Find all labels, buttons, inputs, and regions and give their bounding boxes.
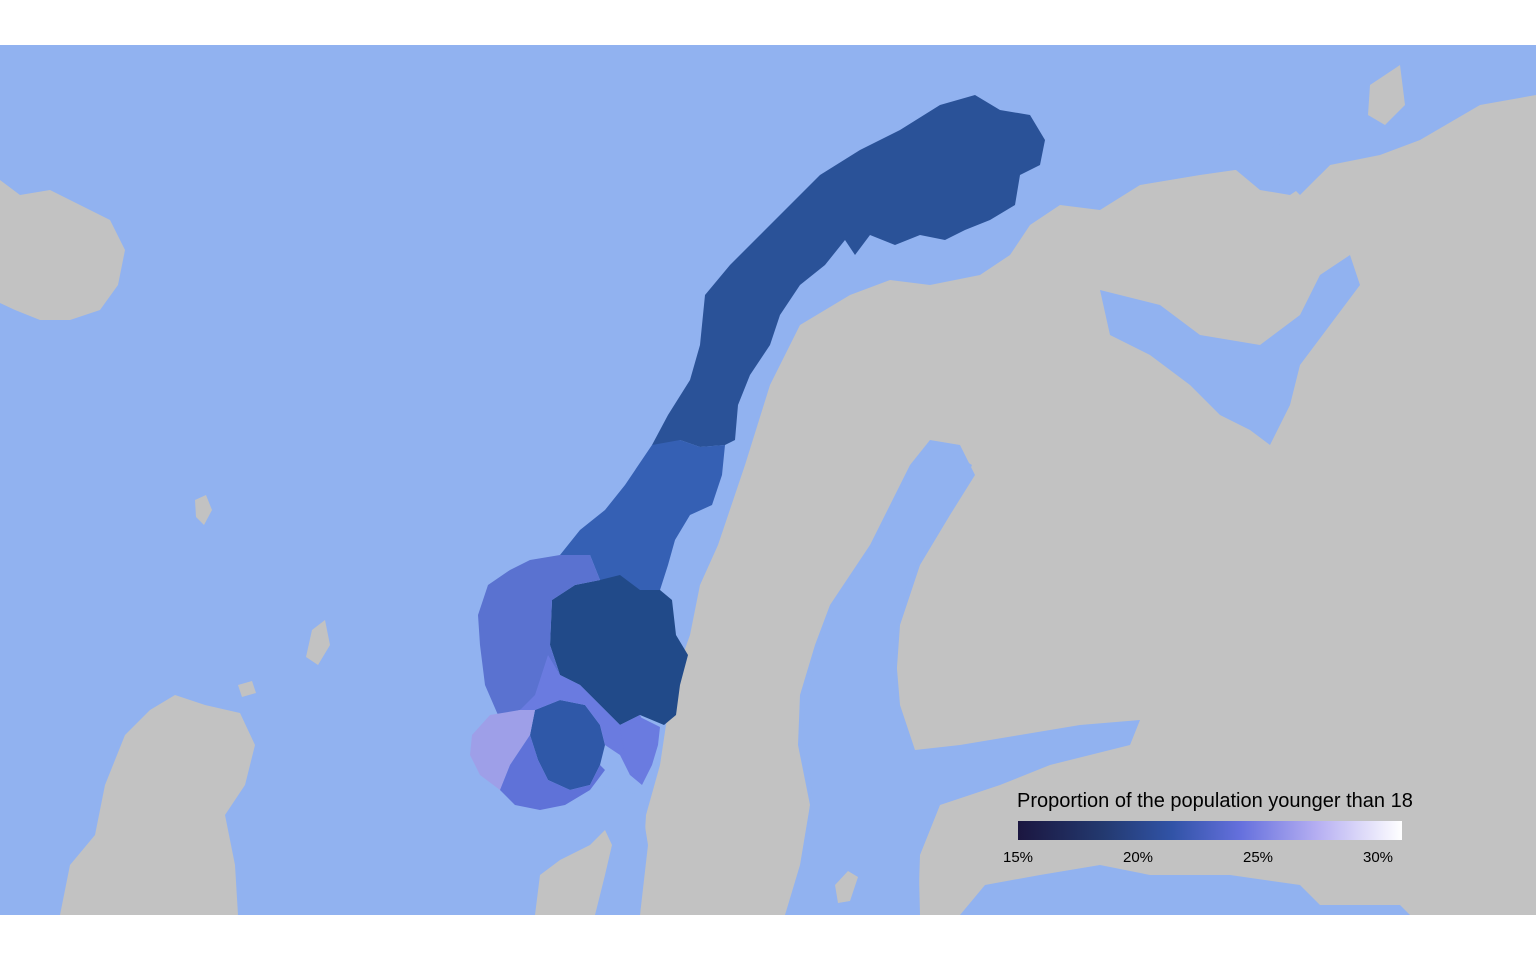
arctic-coast-sea	[1230, 125, 1350, 195]
orkney	[238, 681, 256, 697]
legend-tick-3: 30%	[1362, 849, 1394, 866]
legend-color-bar	[1018, 821, 1402, 840]
map-canvas	[0, 45, 1536, 915]
gotland	[835, 871, 858, 903]
faroe-islands	[195, 495, 212, 525]
region-telemark	[530, 700, 605, 790]
region-ostfold	[620, 717, 660, 785]
legend-tick-2: 25%	[1242, 849, 1274, 866]
region-west-norway	[478, 555, 600, 715]
region-inland-norway	[550, 575, 688, 725]
region-south-agder	[500, 735, 605, 810]
denmark	[535, 830, 612, 915]
baltic-sea	[800, 445, 1140, 915]
legend-tick-1: 20%	[1122, 849, 1154, 866]
region-mid-norway	[560, 440, 725, 605]
novaya-zemlya	[1368, 65, 1405, 125]
scotland	[60, 695, 255, 915]
region-north-norway	[652, 95, 1045, 455]
white-sea	[1100, 255, 1360, 445]
legend-tick-0: 15%	[1002, 849, 1034, 866]
iceland	[0, 180, 125, 320]
region-southwest-rogaland	[470, 710, 535, 790]
region-east-viken	[520, 655, 650, 775]
choropleth-map	[0, 45, 1536, 915]
shetland	[306, 620, 330, 665]
legend-title: Proportion of the population younger tha…	[1017, 790, 1413, 812]
